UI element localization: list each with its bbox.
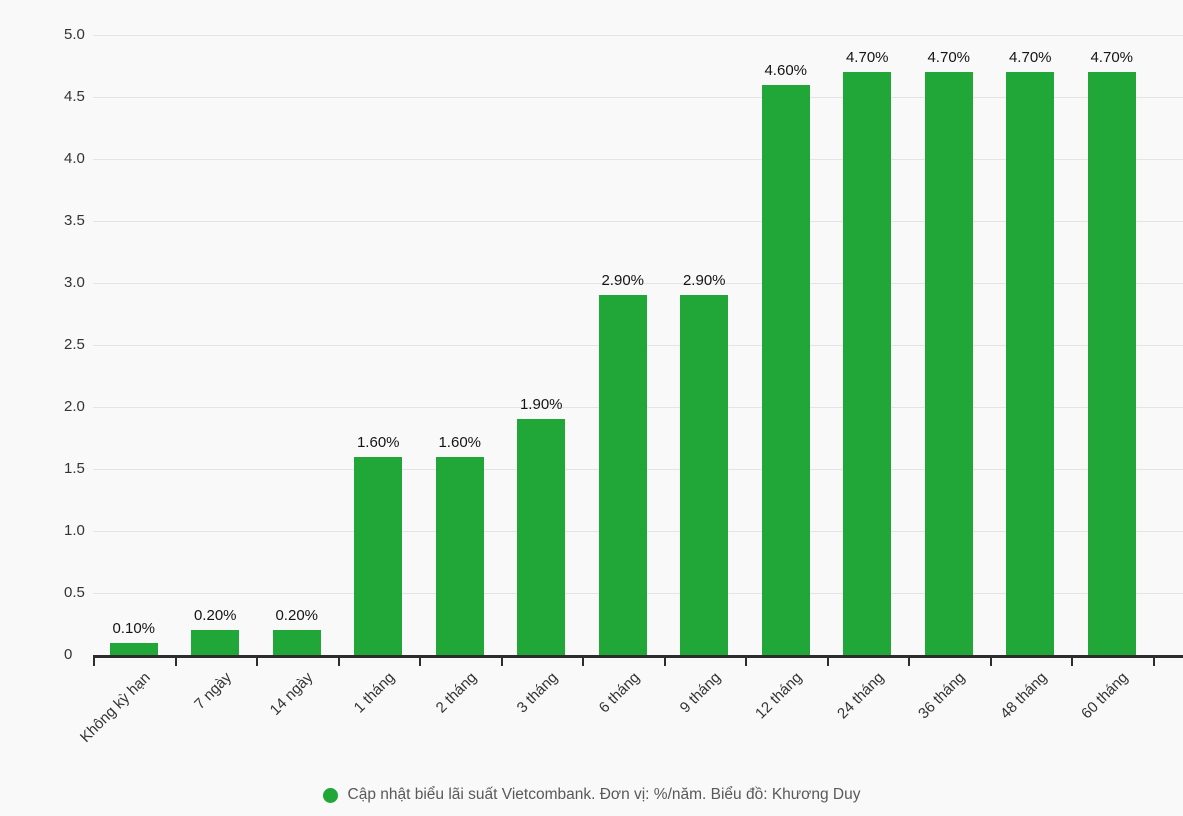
bar-value-label: 0.20% [275, 607, 319, 624]
y-axis-tick-label: 0.5 [64, 584, 85, 601]
bar-value-label: 4.70% [927, 49, 971, 66]
bar-value-label: 0.10% [112, 620, 156, 637]
bar-value-label: 2.90% [601, 272, 645, 289]
x-axis-label: 48 tháng [996, 669, 1051, 723]
bar [843, 72, 892, 655]
y-axis-tick-label: 3.5 [64, 212, 85, 229]
x-axis-label: 14 ngày [266, 669, 317, 719]
x-axis-tick [826, 658, 829, 666]
x-axis-line [93, 655, 1183, 658]
bar [680, 295, 729, 655]
y-axis-tick-label: 1.0 [64, 522, 85, 539]
x-axis-tick [337, 658, 340, 666]
x-axis-label: 6 tháng [595, 669, 643, 717]
x-axis-label: 12 tháng [752, 669, 806, 723]
x-axis-label: Không kỳ hạn [76, 669, 154, 746]
x-axis-tick [419, 658, 421, 666]
x-axis-tick [174, 658, 177, 666]
x-axis-label: 9 tháng [676, 669, 725, 717]
y-gridline [93, 221, 1183, 222]
y-axis-tick-label: 4.5 [64, 88, 85, 105]
bar [924, 72, 973, 655]
x-axis-label: 60 tháng [1078, 669, 1132, 723]
y-axis-tick-label: 5.0 [64, 26, 85, 43]
bar-value-label: 4.70% [1090, 49, 1134, 66]
y-gridline [93, 97, 1183, 98]
bar [272, 630, 321, 655]
x-axis-tick [663, 658, 666, 666]
bar-value-label: 2.90% [682, 272, 726, 289]
bar-value-label: 1.90% [519, 396, 563, 413]
bar [1087, 72, 1136, 655]
x-axis-label: 24 tháng [833, 669, 888, 723]
x-axis-tick [989, 658, 992, 666]
y-axis-tick-label: 0 [64, 646, 73, 663]
bar [517, 419, 566, 655]
x-axis-tick [93, 658, 95, 666]
x-axis-tick [500, 658, 503, 666]
bar [1006, 72, 1055, 655]
y-axis-tick-label: 4.0 [64, 150, 85, 167]
bar-value-label: 4.60% [764, 62, 808, 79]
bar [598, 295, 647, 655]
x-axis-tick [745, 658, 747, 666]
legend-label: Cập nhật biểu lãi suất Vietcombank. Đơn … [347, 786, 861, 803]
x-axis-label: 2 tháng [432, 669, 480, 717]
bar-value-label: 1.60% [438, 434, 482, 451]
bar-value-label: 0.20% [193, 607, 237, 624]
x-axis-tick [582, 658, 584, 666]
y-gridline [93, 35, 1183, 36]
y-axis-tick-label: 2.5 [64, 336, 85, 353]
y-axis-tick-label: 1.5 [64, 460, 85, 477]
bar [109, 643, 158, 655]
y-gridline [93, 283, 1183, 284]
bar [435, 457, 484, 655]
y-axis-tick-label: 2.0 [64, 398, 85, 415]
x-axis-tick [256, 658, 258, 666]
x-axis-label: 1 tháng [350, 669, 399, 717]
bar-value-label: 1.60% [356, 434, 400, 451]
x-axis-label: 3 tháng [513, 669, 562, 717]
x-axis-label: 7 ngày [191, 669, 236, 713]
x-axis-tick [908, 658, 910, 666]
x-axis-tick [1071, 658, 1073, 666]
legend-circle-icon [322, 787, 338, 803]
x-axis-label: 36 tháng [915, 669, 969, 723]
bar-value-label: 4.70% [1008, 49, 1052, 66]
bar [191, 630, 240, 655]
x-axis-tick [1152, 658, 1155, 666]
y-gridline [93, 159, 1183, 160]
bar [354, 457, 403, 655]
bar [761, 85, 810, 655]
legend: Cập nhật biểu lãi suất Vietcombank. Đơn … [0, 786, 1183, 804]
bar-value-label: 4.70% [845, 49, 889, 66]
y-axis-tick-label: 3.0 [64, 274, 85, 291]
